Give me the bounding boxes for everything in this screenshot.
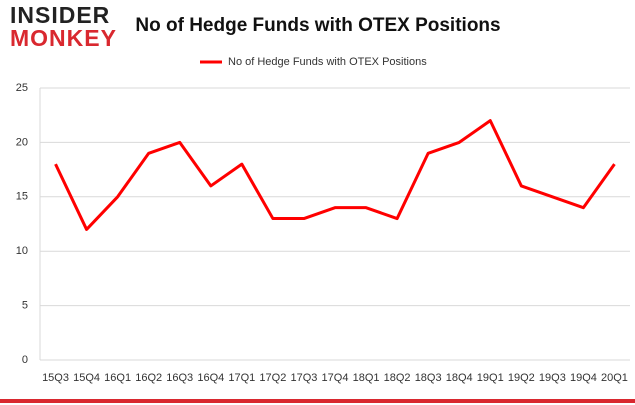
logo-top: INSIDER xyxy=(10,2,110,28)
x-tick-label: 19Q1 xyxy=(477,372,504,384)
y-tick-label: 10 xyxy=(16,245,28,257)
y-tick-label: 15 xyxy=(16,191,28,203)
chart-title: No of Hedge Funds with OTEX Positions xyxy=(135,15,500,36)
x-tick-label: 16Q2 xyxy=(135,372,162,384)
x-tick-label: 18Q4 xyxy=(446,372,473,384)
x-tick-label: 16Q4 xyxy=(197,372,224,384)
x-tick-label: 20Q1 xyxy=(601,372,628,384)
x-tick-label: 19Q3 xyxy=(539,372,566,384)
y-tick-label: 5 xyxy=(22,300,28,312)
x-tick-label: 17Q2 xyxy=(259,372,286,384)
x-tick-label: 16Q1 xyxy=(104,372,131,384)
y-tick-label: 0 xyxy=(22,354,28,366)
x-tick-label: 16Q3 xyxy=(166,372,193,384)
logo-bottom: MONKEY xyxy=(10,25,117,51)
x-tick-label: 17Q4 xyxy=(322,372,349,384)
y-tick-label: 20 xyxy=(16,136,28,148)
x-tick-label: 15Q4 xyxy=(73,372,100,384)
legend-label: No of Hedge Funds with OTEX Positions xyxy=(228,56,427,68)
x-tick-label: 17Q1 xyxy=(228,372,255,384)
x-tick-label: 18Q2 xyxy=(384,372,411,384)
x-tick-label: 19Q2 xyxy=(508,372,535,384)
y-tick-label: 25 xyxy=(16,82,28,94)
x-tick-label: 18Q1 xyxy=(353,372,380,384)
x-tick-label: 18Q3 xyxy=(415,372,442,384)
x-tick-label: 17Q3 xyxy=(290,372,317,384)
x-tick-label: 15Q3 xyxy=(42,372,69,384)
x-tick-label: 19Q4 xyxy=(570,372,597,384)
series-line xyxy=(54,119,616,231)
